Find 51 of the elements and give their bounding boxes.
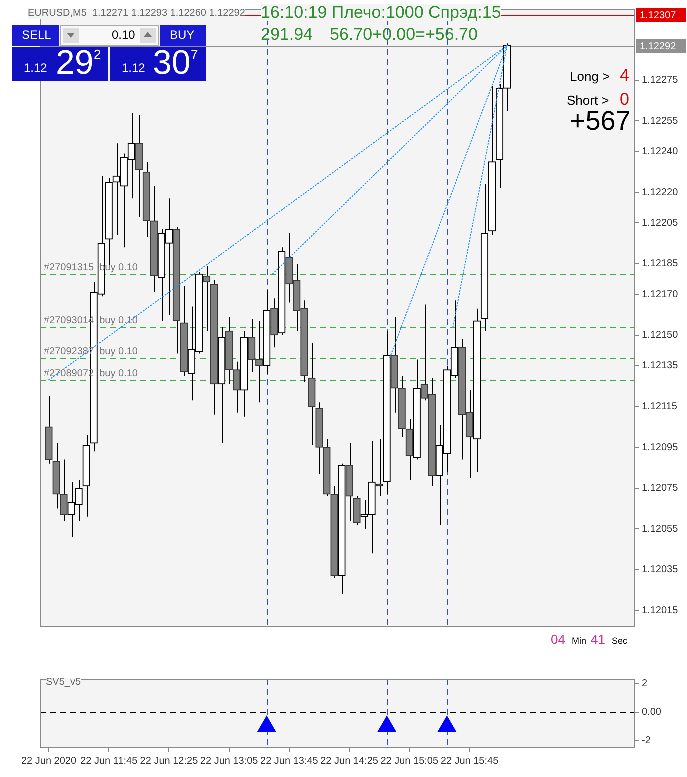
y-tick-label: 1.12150 xyxy=(642,330,679,342)
y-tick-label: -2 xyxy=(642,736,652,747)
text: Sec xyxy=(612,636,628,646)
chart-title: EURUSD,M5 1.12271 1.12293 1.12260 1.12292 xyxy=(28,8,246,19)
x-tick-label: 22 Jun 13:05 xyxy=(200,756,259,767)
x-tick-label: 22 Jun 15:05 xyxy=(380,756,439,767)
text: Min xyxy=(572,636,587,646)
y-tick-label: 1.12135 xyxy=(642,360,679,372)
y-tick-label: 1.12255 xyxy=(642,116,679,127)
y-tick-label: 1.12240 xyxy=(642,146,679,158)
annotation: 4 xyxy=(620,66,630,85)
annotation: 56.70+0.00=+56.70 xyxy=(330,25,478,44)
annotation: 7 xyxy=(191,47,198,62)
ref-line-label: 1.12307 xyxy=(640,10,677,22)
x-tick-label: 22 Jun 13:45 xyxy=(260,756,319,767)
x-tick-label: 22 Jun 11:45 xyxy=(80,756,138,767)
annotation: 1.12 xyxy=(24,61,48,75)
annotation: 0.10 xyxy=(112,28,136,42)
x-tick-label: 22 Jun 2020 xyxy=(21,756,77,767)
y-tick-label: 2 xyxy=(642,678,648,690)
y-tick-label: 1.12075 xyxy=(642,483,679,494)
y-tick-label: 1.12220 xyxy=(642,187,679,198)
y-tick-label: 1.12095 xyxy=(642,442,679,454)
ref-line-label: 1.12292 xyxy=(640,41,677,52)
y-tick-label: 1.12205 xyxy=(642,218,679,229)
x-tick-label: 22 Jun 14:25 xyxy=(320,756,379,767)
annotation: 291.94 xyxy=(261,25,313,44)
y-tick-label: 1.12015 xyxy=(642,605,679,616)
chart-title: SV5_v5 xyxy=(46,677,82,688)
annotation: 2 xyxy=(94,47,102,62)
y-tick-label: 1.12115 xyxy=(642,401,678,412)
annotation: 1.12 xyxy=(122,61,146,75)
annotation: 30 xyxy=(153,44,191,82)
x-tick-label: 22 Jun 15:45 xyxy=(440,756,500,767)
y-tick-label: 1.12275 xyxy=(642,75,679,86)
x-tick-label: 22 Jun 12:25 xyxy=(140,756,199,767)
annotation: 29 xyxy=(56,44,94,82)
annotation: +567 xyxy=(570,106,631,136)
text: 41 xyxy=(591,632,606,647)
annotation: Short > xyxy=(567,93,610,108)
y-tick-label: 1.12185 xyxy=(642,258,679,270)
annotation: BUY xyxy=(170,28,195,42)
y-tick-label: 1.12170 xyxy=(642,289,679,300)
y-tick-label: 1.12055 xyxy=(642,524,679,535)
annotation: 0 xyxy=(620,90,630,109)
annotation: SELL xyxy=(22,28,52,42)
y-tick-label: 1.12035 xyxy=(642,564,679,576)
text: 04 xyxy=(551,632,566,647)
y-tick-label: 0.00 xyxy=(642,707,662,718)
annotation: Long > xyxy=(570,69,610,84)
annotation: 16:10:19 Плечо:1000 Спрэд:15 xyxy=(261,3,502,22)
